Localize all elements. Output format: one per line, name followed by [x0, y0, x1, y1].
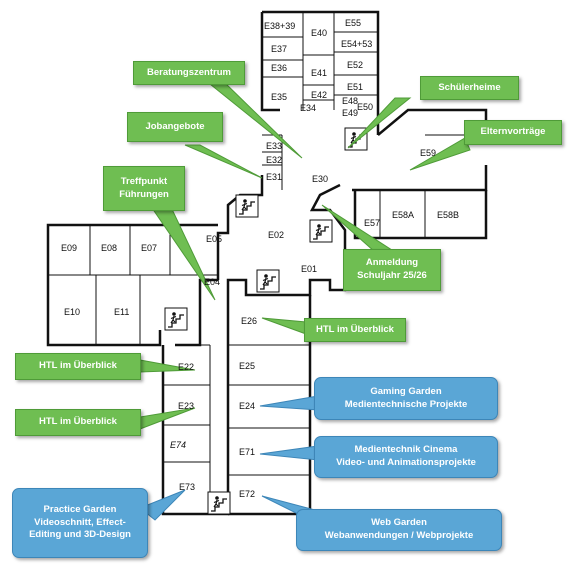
room-label: E48	[342, 96, 358, 106]
callout-web-garden[interactable]: Web Garden Webanwendungen / Webprojekte	[296, 509, 502, 551]
room-labels: E38+39 E40 E55 E37 E54+53 E36 E41 E52 E3…	[61, 18, 459, 499]
room-label: E50	[357, 102, 373, 112]
callout-elternvortraege[interactable]: Elternvorträge	[464, 120, 562, 145]
room-label: E73	[179, 482, 195, 492]
room-label: E31	[266, 172, 282, 182]
room-label: E51	[347, 82, 363, 92]
room-label: E58B	[437, 210, 459, 220]
room-label: E58A	[392, 210, 414, 220]
room-label: E11	[114, 307, 129, 317]
stairs-icon	[207, 491, 231, 515]
room-label: E30	[312, 174, 328, 184]
room-label: E38+39	[264, 21, 295, 31]
room-label: E01	[301, 264, 317, 274]
room-label: E72	[239, 489, 255, 499]
building-walls	[46, 10, 488, 516]
room-label: E57	[364, 218, 380, 228]
room-label: E24	[239, 401, 255, 411]
stairs-icon	[235, 194, 259, 218]
callout-practice-garden[interactable]: Practice Garden Videoschnitt, Effect- Ed…	[12, 488, 148, 558]
room-label: E34	[300, 103, 316, 113]
room-label: E26	[241, 316, 257, 326]
room-label: E07	[141, 243, 157, 253]
room-label: E52	[347, 60, 363, 70]
stairs-icon	[309, 219, 333, 243]
callout-htl-e26[interactable]: HTL im Überblick	[304, 318, 406, 342]
room-label: E33	[266, 141, 282, 151]
room-label: E37	[271, 44, 287, 54]
room-label: E32	[266, 155, 282, 165]
callout-schuelerheime[interactable]: Schülerheime	[420, 76, 519, 100]
room-label: E55	[345, 18, 361, 28]
callout-gaming-garden[interactable]: Gaming Garden Medientechnische Projekte	[314, 377, 498, 420]
room-label: E41	[311, 68, 327, 78]
callout-htl-e23[interactable]: HTL im Überblick	[15, 409, 141, 436]
room-label: E54+53	[341, 39, 372, 49]
room-label: E02	[268, 230, 284, 240]
room-label: E40	[311, 28, 327, 38]
room-label: E74	[170, 440, 186, 450]
room-label: E36	[271, 63, 287, 73]
callout-jobangebote[interactable]: Jobangebote	[127, 112, 223, 142]
room-label: E22	[178, 362, 194, 372]
callout-pointers	[139, 79, 471, 521]
room-label: E09	[61, 243, 77, 253]
stairs-icon	[164, 307, 188, 331]
room-label: E05	[206, 234, 222, 244]
room-label: E10	[64, 307, 80, 317]
stairs-icon	[256, 269, 280, 293]
callout-medientechnik-cinema[interactable]: Medientechnik Cinema Video- und Animatio…	[314, 436, 498, 478]
room-label: E71	[239, 447, 255, 457]
room-label: E04	[204, 277, 220, 287]
room-label: E08	[101, 243, 117, 253]
room-label: E25	[239, 361, 255, 371]
room-label: E49	[342, 108, 358, 118]
room-label: E42	[311, 90, 327, 100]
room-label: E23	[178, 401, 194, 411]
callout-beratungszentrum[interactable]: Beratungszentrum	[133, 61, 245, 85]
callout-anmeldung[interactable]: Anmeldung Schuljahr 25/26	[343, 249, 441, 291]
callout-treffpunkt-fuehrungen[interactable]: Treffpunkt Führungen	[103, 166, 185, 211]
callout-htl-e22[interactable]: HTL im Überblick	[15, 353, 141, 380]
room-label: E59	[420, 148, 436, 158]
room-label: E35	[271, 92, 287, 102]
